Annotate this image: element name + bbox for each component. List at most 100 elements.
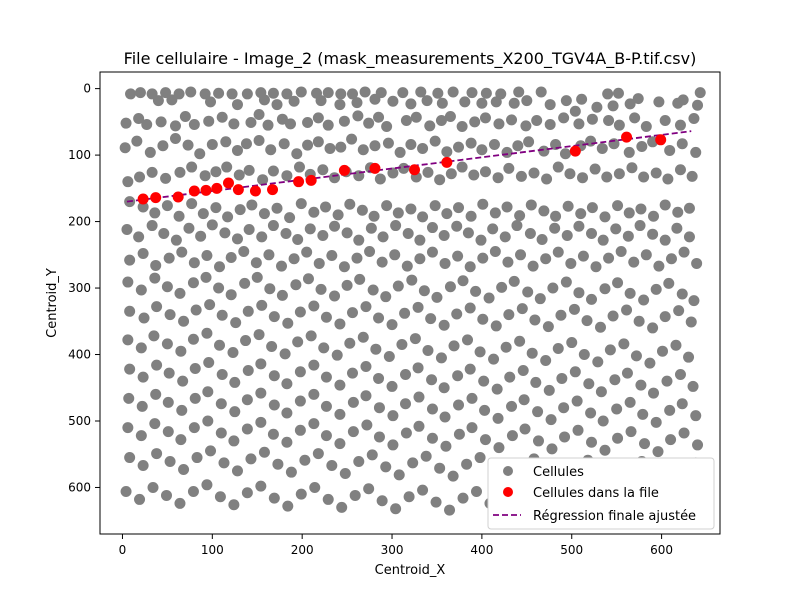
- cell-point: [238, 245, 250, 257]
- cell-point: [122, 334, 134, 346]
- cell-point: [586, 293, 598, 305]
- cell-point: [638, 294, 650, 306]
- cell-point: [158, 228, 170, 240]
- cell-point: [438, 230, 450, 242]
- cell-point: [276, 113, 288, 125]
- cell-point: [477, 198, 489, 210]
- cell-point: [489, 207, 501, 219]
- cell-point: [650, 283, 662, 295]
- cell-point: [228, 435, 240, 447]
- cell-point: [308, 206, 320, 218]
- cell-point: [281, 170, 293, 182]
- cell-point: [200, 271, 212, 283]
- cell-point: [670, 339, 682, 351]
- cell-point: [417, 211, 429, 223]
- cell-point: [676, 288, 688, 300]
- cell-point: [356, 204, 368, 216]
- cell-point: [294, 306, 306, 318]
- cell-point: [441, 146, 453, 158]
- cell-point: [565, 257, 577, 269]
- cell-point: [231, 144, 243, 156]
- cell-point: [487, 223, 499, 235]
- cell-point: [470, 285, 482, 297]
- cell-point: [222, 211, 234, 223]
- cell-point: [489, 245, 501, 257]
- cell-point: [515, 170, 527, 182]
- cell-point: [349, 489, 361, 501]
- cell-point: [438, 382, 450, 394]
- cell-point: [456, 161, 468, 173]
- cell-point: [369, 93, 381, 105]
- cell-point: [612, 87, 624, 99]
- cell-point: [137, 371, 149, 383]
- cell-point: [267, 220, 279, 232]
- cell-point: [420, 450, 432, 462]
- legend-label-regression: Régression finale ajustée: [533, 509, 696, 524]
- cell-point: [199, 170, 211, 182]
- cell-point: [519, 423, 531, 435]
- cell-point: [501, 146, 513, 158]
- cell-point: [405, 98, 417, 110]
- cell-point: [227, 347, 239, 359]
- cell-point: [353, 456, 365, 468]
- cell-point: [231, 233, 243, 245]
- cell-point: [590, 261, 602, 273]
- cell-point: [612, 432, 624, 444]
- cell-point: [683, 231, 695, 243]
- cell-point: [499, 231, 511, 243]
- cell-point: [216, 111, 228, 123]
- cell-point: [629, 112, 641, 124]
- cell-point: [214, 261, 226, 273]
- cell-point: [459, 96, 471, 108]
- cell-point: [267, 428, 279, 440]
- cell-point: [284, 212, 296, 224]
- cell-point: [555, 309, 567, 321]
- cell-point: [430, 496, 442, 508]
- cell-point: [392, 207, 404, 219]
- cell-point: [373, 312, 385, 324]
- cell-point: [444, 111, 456, 123]
- cell-point: [413, 420, 425, 432]
- cell-point: [383, 351, 395, 363]
- cell-point: [205, 445, 217, 457]
- cell-point: [326, 460, 338, 472]
- cell-point: [659, 234, 671, 246]
- cell-point: [690, 146, 702, 158]
- cell-point: [308, 418, 320, 430]
- cell-point: [444, 281, 456, 293]
- cell-point: [623, 207, 635, 219]
- cell-point: [253, 109, 265, 121]
- cell-point: [276, 260, 288, 272]
- cell-point: [161, 281, 173, 293]
- cell-point: [661, 375, 673, 387]
- cell-point: [137, 460, 149, 472]
- cell-point: [678, 246, 690, 258]
- cell-point: [536, 234, 548, 246]
- cell-point: [694, 87, 706, 99]
- cell-point: [308, 300, 320, 312]
- cell-point: [179, 111, 191, 123]
- cell-point: [466, 392, 478, 404]
- cell-point: [240, 138, 252, 150]
- cell-point: [338, 261, 350, 273]
- cell-point: [185, 86, 197, 98]
- cell-point: [268, 399, 280, 411]
- cell-point: [531, 115, 543, 127]
- cell-point: [396, 339, 408, 351]
- cell-point: [360, 360, 372, 372]
- cell-point: [571, 395, 583, 407]
- cell-point: [313, 257, 325, 269]
- cell-point: [334, 438, 346, 450]
- cell-point: [650, 416, 662, 428]
- cell-point: [216, 368, 228, 380]
- cell-point: [312, 448, 324, 460]
- cell-point: [152, 95, 164, 107]
- cell-point: [151, 301, 163, 313]
- cell-point: [572, 424, 584, 436]
- cell-point: [305, 330, 317, 342]
- cell-point: [618, 338, 630, 350]
- cell-point: [451, 308, 463, 320]
- cell-point: [447, 86, 459, 98]
- cell-point: [439, 257, 451, 269]
- cell-point: [272, 458, 284, 470]
